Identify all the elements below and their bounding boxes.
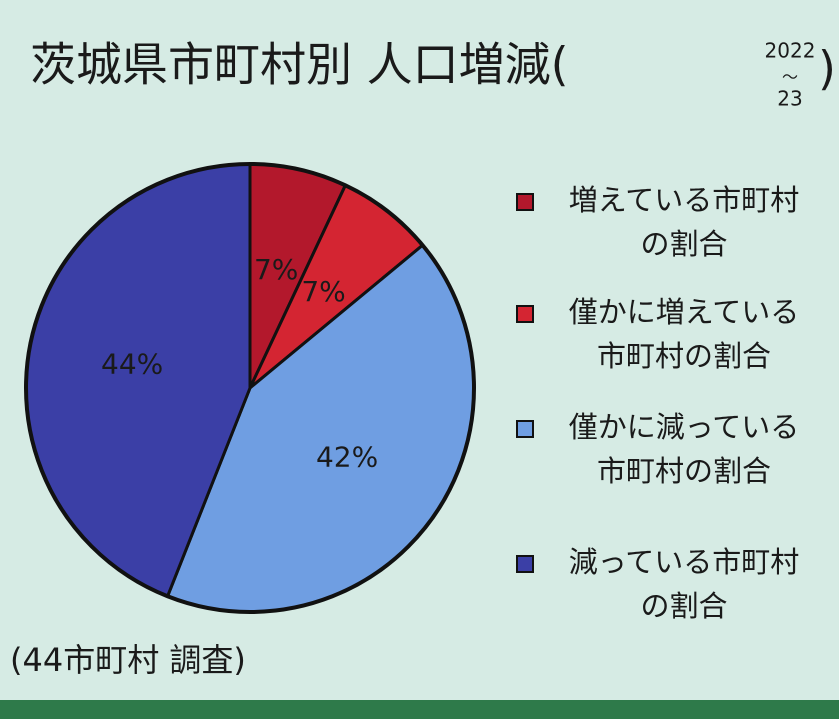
legend-label: 増えている市町村 の割合 [568, 183, 800, 261]
legend-swatch [516, 555, 534, 573]
legend-entry: 減っている市町村 の割合 [510, 540, 830, 628]
chart-title: 茨城県市町村別 人口増減( [30, 38, 569, 92]
period-from: 2022 [765, 39, 816, 63]
legend-entry: 増えている市町村 の割合 [510, 178, 830, 266]
value-label: 42% [316, 441, 378, 474]
legend-label: 僅かに減っている 市町村の割合 [568, 410, 800, 488]
legend-entry: 僅かに増えている 市町村の割合 [510, 290, 830, 378]
value-label: 7% [254, 253, 298, 286]
note: (44市町村 調査) [10, 641, 246, 679]
pie-outline [24, 162, 476, 614]
period-sep: 〜 [782, 68, 798, 87]
value-label: 44% [101, 348, 163, 381]
value-label: 7% [301, 275, 345, 308]
legend-label: 僅かに増えている 市町村の割合 [568, 295, 800, 373]
legend-swatch [516, 305, 534, 323]
bottom-strip [0, 700, 839, 719]
legend-swatch [516, 420, 534, 438]
legend-swatch [516, 193, 534, 211]
title-close: ) [818, 42, 836, 96]
legend-label: 減っている市町村 の割合 [568, 545, 800, 623]
legend-entry: 僅かに減っている 市町村の割合 [510, 405, 830, 493]
chart: 茨城県市町村別 人口増減( 2022 〜 23 ) (44市町村 調査) 7%7… [10, 38, 836, 680]
period-to: 23 [777, 87, 802, 111]
